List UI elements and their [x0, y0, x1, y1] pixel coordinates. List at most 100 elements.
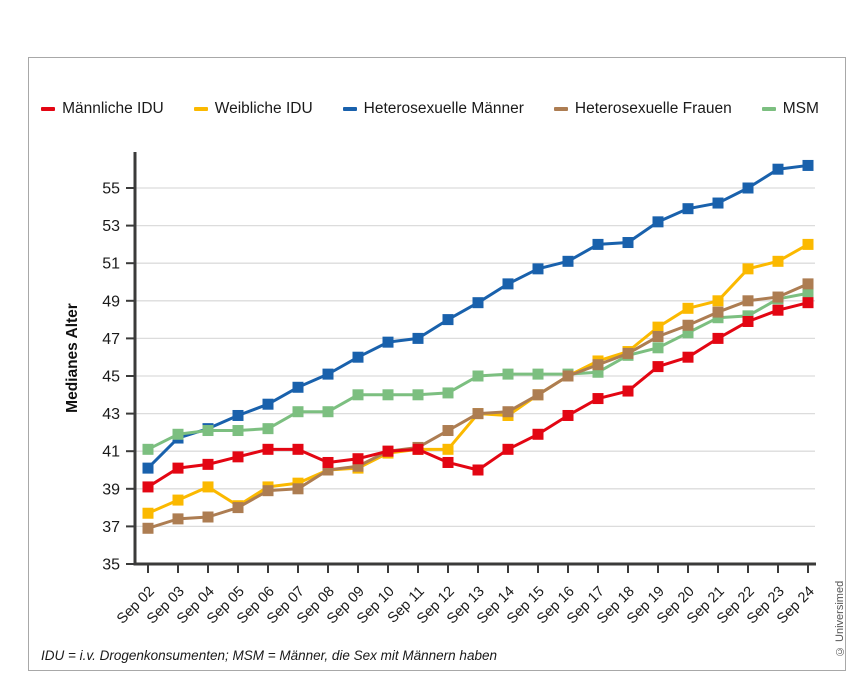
data-point-marker [562, 409, 574, 421]
data-point-marker [202, 425, 214, 437]
data-point-marker [262, 485, 274, 497]
data-point-marker [682, 203, 694, 215]
data-point-marker [622, 385, 634, 397]
data-point-marker [802, 278, 814, 290]
y-tick-label: 55 [102, 181, 120, 198]
data-point-marker [682, 327, 694, 339]
copyright-credit: © Universimed [834, 580, 846, 657]
legend-item-heterosexuelle-frauen: Heterosexuelle Frauen [553, 100, 732, 118]
data-point-marker [232, 502, 244, 514]
data-point-marker [352, 460, 364, 472]
data-point-marker [742, 295, 754, 307]
y-tick-label: 47 [102, 331, 120, 348]
legend-swatch-red [41, 107, 56, 111]
data-point-marker [802, 159, 814, 171]
data-point-marker [652, 342, 664, 354]
data-point-marker [652, 216, 664, 228]
data-point-marker [322, 406, 334, 418]
data-point-marker [502, 406, 514, 418]
legend-item-heterosexuelle-maenner: Heterosexuelle Männer [342, 100, 524, 118]
data-point-marker [592, 366, 604, 378]
data-point-marker [262, 398, 274, 410]
data-point-marker [352, 389, 364, 401]
data-point-marker [382, 445, 394, 457]
data-point-marker [292, 477, 304, 489]
data-point-marker [142, 507, 154, 519]
data-point-marker [802, 287, 814, 299]
data-point-marker [562, 255, 574, 267]
data-point-marker [712, 312, 724, 324]
data-point-marker [172, 494, 184, 506]
y-tick-label: 37 [102, 519, 120, 536]
data-point-marker [532, 428, 544, 440]
legend-swatch-yellow [193, 107, 208, 111]
data-point-marker [712, 306, 724, 318]
data-point-marker [472, 464, 484, 476]
data-point-marker [412, 443, 424, 455]
data-point-marker [412, 332, 424, 344]
data-point-marker [592, 359, 604, 371]
y-tick-label: 45 [102, 369, 120, 386]
data-point-marker [742, 263, 754, 275]
y-tick-label: 41 [102, 444, 120, 461]
data-point-marker [472, 297, 484, 309]
data-point-marker [652, 321, 664, 333]
data-point-marker [442, 443, 454, 455]
series-line-3 [147, 282, 809, 530]
data-point-marker [472, 370, 484, 382]
data-point-marker [592, 238, 604, 250]
data-point-marker [652, 331, 664, 343]
data-point-marker [442, 425, 454, 437]
data-point-marker [232, 425, 244, 437]
y-tick-label: 53 [102, 218, 120, 235]
legend-label: MSM [782, 100, 819, 117]
legend-label: Weibliche IDU [214, 100, 313, 117]
data-point-marker [772, 291, 784, 303]
data-point-marker [322, 464, 334, 476]
legend-swatch-brown [553, 107, 568, 111]
data-point-marker [682, 319, 694, 331]
y-tick-label: 39 [102, 481, 120, 498]
data-point-marker [772, 163, 784, 175]
data-point-marker [502, 443, 514, 455]
data-point-marker [622, 347, 634, 359]
data-point-marker [172, 513, 184, 525]
data-point-marker [352, 453, 364, 465]
data-point-marker [292, 483, 304, 495]
data-point-marker [202, 511, 214, 523]
legend: Männliche IDU Weibliche IDU Heterosexuel… [40, 100, 820, 118]
legend-item-maennliche-idu: Männliche IDU [41, 100, 164, 118]
data-point-marker [532, 368, 544, 380]
data-point-marker [382, 336, 394, 348]
legend-label: Heterosexuelle Männer [363, 100, 524, 117]
data-point-marker [532, 389, 544, 401]
data-point-marker [742, 315, 754, 327]
data-point-marker [142, 481, 154, 493]
legend-label: Heterosexuelle Frauen [574, 100, 732, 117]
data-point-marker [262, 423, 274, 435]
data-point-marker [142, 522, 154, 534]
data-point-marker [412, 389, 424, 401]
data-point-marker [262, 443, 274, 455]
footnote: IDU = i.v. Drogenkonsumenten; MSM = Männ… [41, 648, 497, 663]
data-point-marker [772, 304, 784, 316]
data-point-marker [712, 295, 724, 307]
data-point-marker [202, 481, 214, 493]
legend-swatch-green [761, 107, 776, 111]
data-point-marker [712, 197, 724, 209]
data-point-marker [232, 409, 244, 421]
data-point-marker [352, 351, 364, 363]
data-point-marker [802, 297, 814, 309]
y-tick-label: 49 [102, 293, 120, 310]
data-point-marker [322, 368, 334, 380]
data-point-marker [202, 458, 214, 470]
data-point-marker [142, 462, 154, 474]
legend-label: Männliche IDU [62, 100, 164, 117]
data-point-marker [232, 451, 244, 463]
data-point-marker [742, 310, 754, 322]
data-point-marker [382, 389, 394, 401]
data-point-marker [172, 462, 184, 474]
y-tick-label: 35 [102, 557, 120, 574]
data-point-marker [142, 443, 154, 455]
